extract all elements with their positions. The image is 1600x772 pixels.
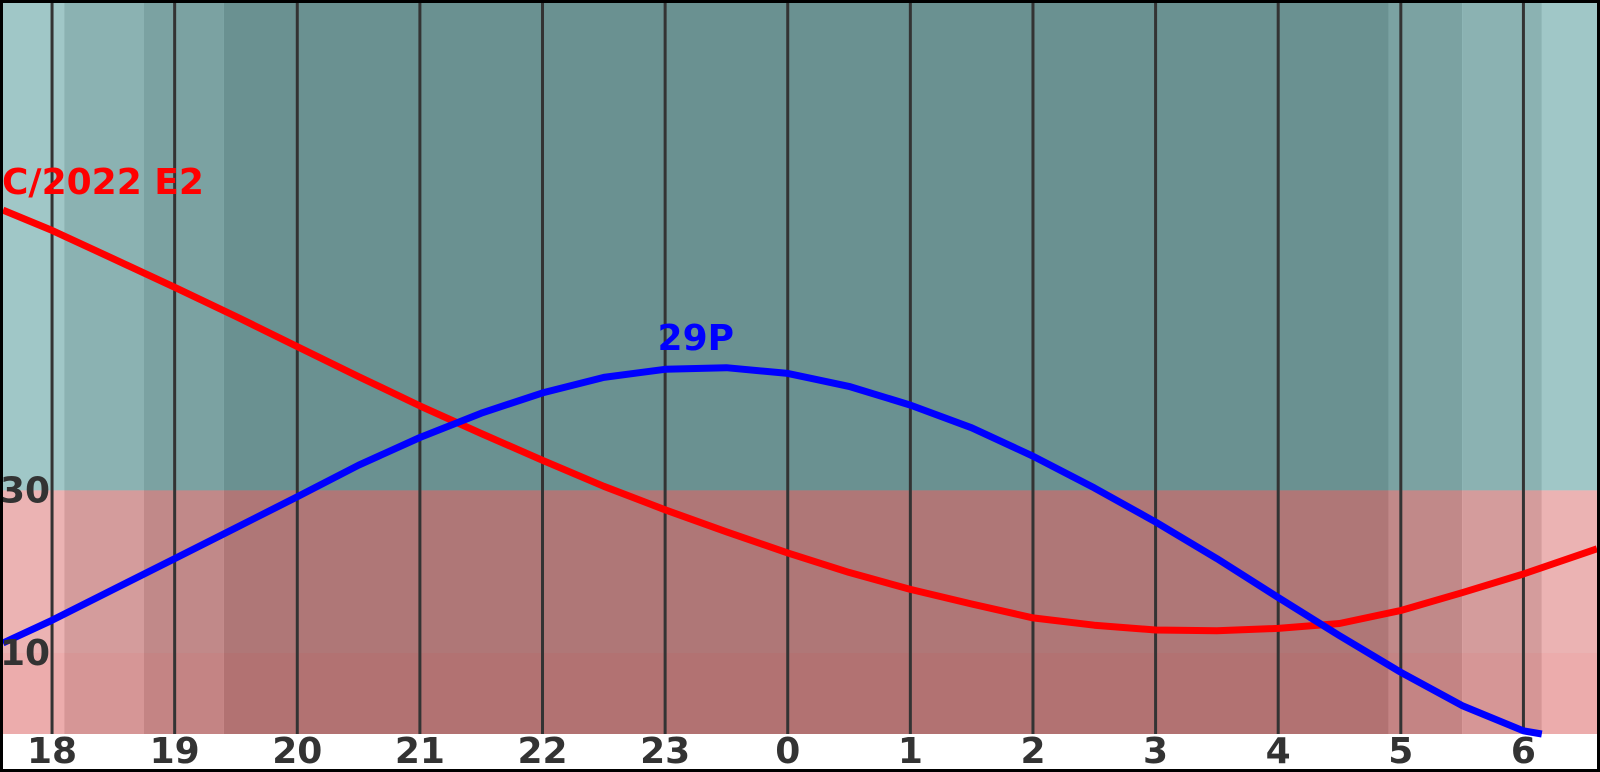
series-label-c2022e2: C/2022 E2 bbox=[2, 162, 204, 203]
twilight-band-3 bbox=[223, 3, 1389, 734]
x-tick-4: 4 bbox=[1266, 731, 1291, 772]
x-tick-20: 20 bbox=[272, 731, 322, 772]
y-tick-labels: 10 30 bbox=[0, 470, 50, 673]
altitude-band-2 bbox=[3, 3, 1597, 491]
altitude-band-0 bbox=[3, 652, 1597, 734]
x-tick-3: 3 bbox=[1143, 731, 1168, 772]
y-tick-10: 10 bbox=[0, 633, 50, 674]
altitude-band-1 bbox=[3, 490, 1597, 653]
x-tick-6: 6 bbox=[1511, 731, 1536, 772]
twilight-band-6 bbox=[1541, 3, 1597, 734]
series-line-29p bbox=[1, 364, 1543, 738]
x-tick-2: 2 bbox=[1020, 731, 1045, 772]
x-tick-22: 22 bbox=[517, 731, 567, 772]
x-tick-18: 18 bbox=[27, 731, 77, 772]
series-label-29p: 29P bbox=[658, 318, 734, 359]
twilight-band-5 bbox=[1462, 3, 1542, 734]
x-tick-23: 23 bbox=[640, 731, 690, 772]
series-labels: C/2022 E2 29P bbox=[2, 162, 734, 359]
x-tick-0: 0 bbox=[775, 731, 800, 772]
y-tick-30: 30 bbox=[0, 470, 50, 511]
x-tick-21: 21 bbox=[395, 731, 445, 772]
x-tick-labels: 18 19 20 21 22 23 0 1 2 3 4 5 6 bbox=[27, 731, 1536, 772]
x-tick-19: 19 bbox=[150, 731, 200, 772]
x-tick-5: 5 bbox=[1388, 731, 1413, 772]
twilight-band-1 bbox=[64, 3, 145, 734]
altitude-bands bbox=[3, 3, 1597, 734]
x-tick-1: 1 bbox=[898, 731, 923, 772]
series-lines bbox=[1, 206, 1599, 738]
twilight-band-2 bbox=[144, 3, 224, 734]
twilight-band-0 bbox=[3, 3, 65, 734]
